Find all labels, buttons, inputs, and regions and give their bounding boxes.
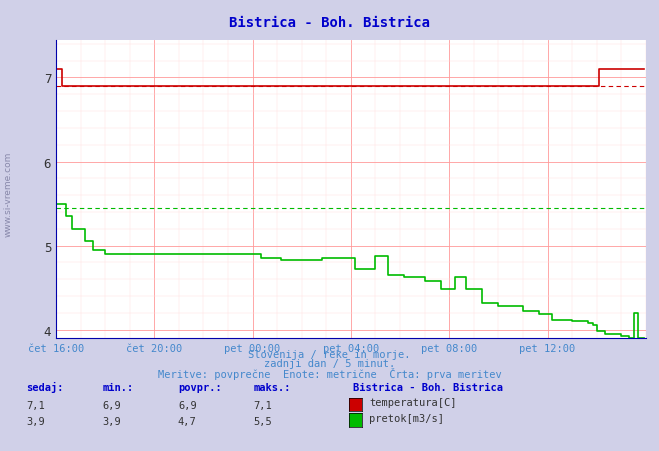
- Text: 6,9: 6,9: [178, 400, 196, 410]
- Text: Bistrica - Boh. Bistrica: Bistrica - Boh. Bistrica: [229, 16, 430, 30]
- Text: 7,1: 7,1: [254, 400, 272, 410]
- Text: 5,5: 5,5: [254, 416, 272, 426]
- Text: 3,9: 3,9: [26, 416, 45, 426]
- Text: maks.:: maks.:: [254, 382, 291, 392]
- Text: www.si-vreme.com: www.si-vreme.com: [3, 152, 13, 236]
- Text: Bistrica - Boh. Bistrica: Bistrica - Boh. Bistrica: [353, 382, 503, 392]
- Text: temperatura[C]: temperatura[C]: [369, 397, 457, 407]
- Text: sedaj:: sedaj:: [26, 381, 64, 392]
- Text: 3,9: 3,9: [102, 416, 121, 426]
- Text: 6,9: 6,9: [102, 400, 121, 410]
- Text: min.:: min.:: [102, 382, 133, 392]
- Text: 7,1: 7,1: [26, 400, 45, 410]
- Text: povpr.:: povpr.:: [178, 382, 221, 392]
- Text: Meritve: povprečne  Enote: metrične  Črta: prva meritev: Meritve: povprečne Enote: metrične Črta:…: [158, 368, 501, 380]
- Text: Slovenija / reke in morje.: Slovenija / reke in morje.: [248, 350, 411, 359]
- Text: zadnji dan / 5 minut.: zadnji dan / 5 minut.: [264, 359, 395, 368]
- Text: 4,7: 4,7: [178, 416, 196, 426]
- Text: pretok[m3/s]: pretok[m3/s]: [369, 413, 444, 423]
